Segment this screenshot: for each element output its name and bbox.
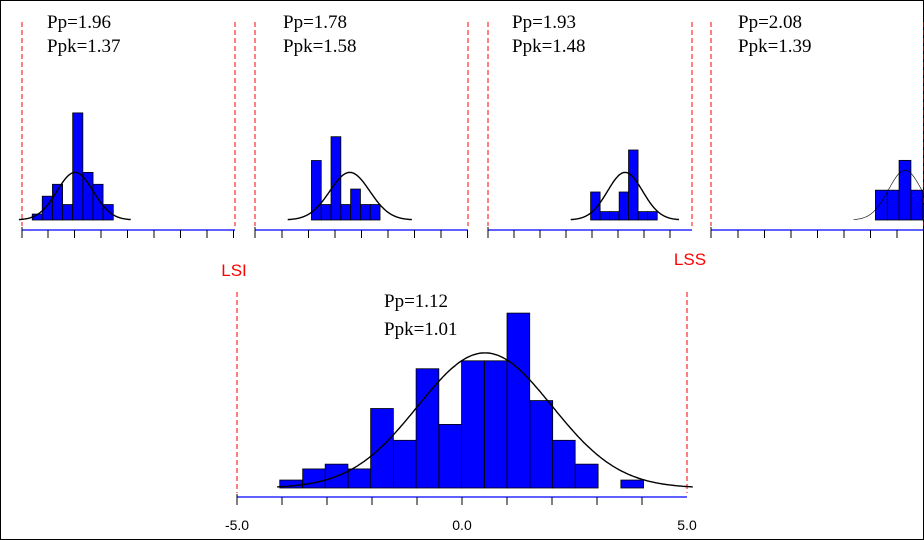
histogram-bar xyxy=(72,112,84,221)
histogram-bar xyxy=(320,204,332,221)
lower-spec-label: LSI xyxy=(221,261,247,280)
histogram-bar xyxy=(438,423,463,489)
normal-fit-curve xyxy=(18,171,131,221)
large-histogram-panel: Pp=1.12 Ppk=1.01 -5.0 0.0 5.0 xyxy=(225,291,697,533)
normal-fit-curve xyxy=(853,170,924,220)
histogram-bar xyxy=(898,159,912,221)
pp-label: Pp=2.08 xyxy=(738,12,802,33)
histogram-bar xyxy=(340,204,352,221)
pp-label: Pp=1.93 xyxy=(512,12,576,33)
histogram-bar xyxy=(618,191,630,221)
histogram-bar xyxy=(330,136,342,221)
ppk-label: Ppk=1.39 xyxy=(738,36,812,57)
histogram-bar xyxy=(620,479,644,489)
histogram-bar xyxy=(506,312,531,489)
histogram-bar xyxy=(350,188,361,221)
histogram-bar xyxy=(599,211,610,221)
histogram-bar xyxy=(311,160,322,221)
normal-fit-curve xyxy=(277,352,693,488)
x-axis-tick-label: -5.0 xyxy=(225,517,249,533)
small-histogram-panel-3: Pp=1.93 Ppk=1.48 xyxy=(487,12,693,238)
histogram-bar xyxy=(302,468,326,489)
histogram-bar xyxy=(52,183,63,221)
histogram-bar xyxy=(609,211,620,221)
histogram-bar xyxy=(369,204,381,221)
pp-label: Pp=1.78 xyxy=(283,12,347,33)
upper-spec-label: LSS xyxy=(674,250,706,269)
ppk-label: Ppk=1.37 xyxy=(47,36,121,57)
ppk-label: Ppk=1.48 xyxy=(512,36,586,57)
histogram-bar xyxy=(552,439,576,489)
histogram-bar xyxy=(529,400,554,489)
histogram-bar xyxy=(82,171,94,221)
histogram-bar xyxy=(647,211,658,221)
histogram-bar xyxy=(415,368,440,489)
histogram-bar xyxy=(360,204,371,221)
histogram-bar xyxy=(922,203,924,221)
x-axis-tick-label: 0.0 xyxy=(452,517,472,533)
pp-label: Pp=1.12 xyxy=(384,291,448,312)
histogram-bar xyxy=(102,204,114,221)
ppk-label: Ppk=1.01 xyxy=(384,319,458,340)
histogram-bar xyxy=(484,360,508,489)
histogram-bar xyxy=(590,191,601,221)
histogram-bar xyxy=(370,408,394,489)
histogram-bar xyxy=(628,149,639,221)
histogram-bar xyxy=(461,360,485,489)
histogram-bar xyxy=(575,463,599,489)
histogram-bar xyxy=(92,183,104,221)
pp-label: Pp=1.96 xyxy=(47,12,111,33)
histogram-bar xyxy=(347,468,372,489)
histogram-bar xyxy=(886,189,900,221)
normal-fit-curve xyxy=(287,171,412,221)
small-histogram-panel-2: Pp=1.78 Ppk=1.58 xyxy=(254,12,469,238)
small-histogram-panel-4: Pp=2.08 Ppk=1.39 xyxy=(710,12,924,238)
ppk-label: Ppk=1.58 xyxy=(283,36,357,57)
histogram-bar xyxy=(637,211,649,221)
small-histogram-panel-1: Pp=1.96 Ppk=1.37 xyxy=(18,12,236,238)
histogram-bar xyxy=(62,204,74,221)
x-axis-tick-label: 5.0 xyxy=(677,517,697,533)
normal-fit-curve xyxy=(570,171,680,221)
histogram-bar xyxy=(393,439,417,489)
histogram-bar xyxy=(910,189,924,221)
